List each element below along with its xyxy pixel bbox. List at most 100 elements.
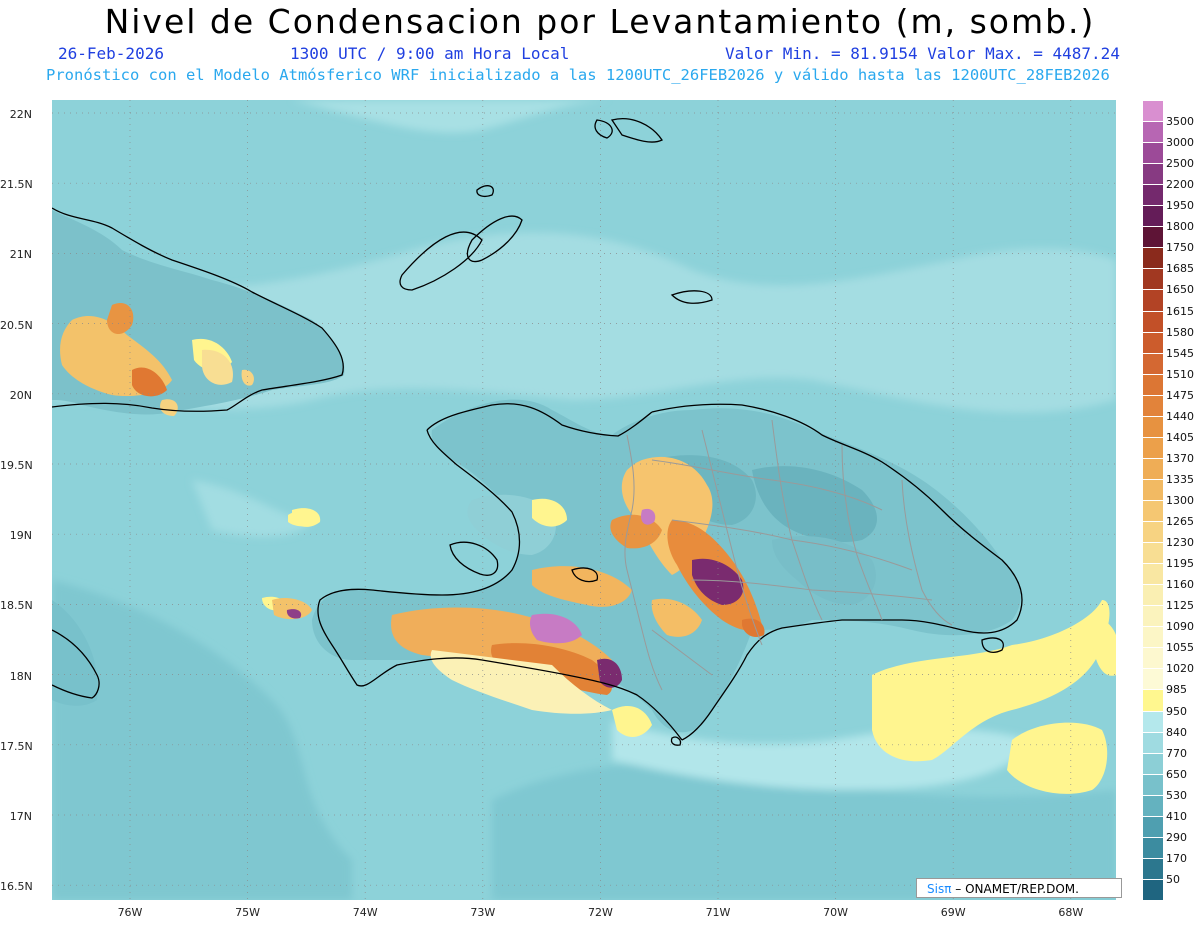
lat-label: 19.5N [0, 459, 33, 472]
colorbar-label: 1615 [1166, 304, 1194, 318]
colorbar-cell [1143, 479, 1163, 501]
colorbar-cell [1143, 437, 1163, 459]
coastlines [52, 118, 1023, 746]
colorbar-label: 1160 [1166, 578, 1194, 592]
colorbar-cell [1143, 185, 1163, 207]
saona-island [981, 637, 1004, 653]
colorbar-label: 1950 [1166, 199, 1194, 213]
colorbar-cell [1143, 374, 1163, 396]
colorbar-cell [1143, 543, 1163, 565]
colorbar-label: 1055 [1166, 641, 1194, 655]
colorbar-label: 1685 [1166, 262, 1194, 276]
colorbar-label: 3500 [1166, 115, 1194, 129]
colorbar-label: 170 [1166, 851, 1187, 865]
colorbar-label: 950 [1166, 704, 1187, 718]
lon-label: 73W [470, 906, 496, 919]
tortuga-island [571, 567, 599, 583]
colorbar [1143, 101, 1163, 901]
chart-title: Nivel de Condensacion por Levantamiento … [104, 2, 1096, 41]
colorbar-cell [1143, 248, 1163, 270]
colorbar-cell [1143, 816, 1163, 838]
colorbar-cell [1143, 206, 1163, 228]
colorbar-label: 770 [1166, 746, 1187, 760]
colorbar-cell [1143, 648, 1163, 670]
colorbar-label: 530 [1166, 788, 1187, 802]
colorbar-label: 1800 [1166, 220, 1194, 234]
colorbar-cell [1143, 690, 1163, 712]
map-grid [52, 100, 1116, 900]
colorbar-label: 1405 [1166, 430, 1194, 444]
lat-label: 22N [9, 108, 32, 121]
colorbar-cell [1143, 332, 1163, 354]
colorbar-cell [1143, 458, 1163, 480]
gonave-island [449, 541, 499, 576]
colorbar-cell [1143, 311, 1163, 333]
colorbar-cell [1143, 122, 1163, 144]
credit-box: Sisπ – ONAMET/REP.DOM. [916, 878, 1122, 898]
colorbar-cell [1143, 564, 1163, 586]
lat-label: 20.5N [0, 318, 33, 332]
colorbar-cell [1143, 879, 1163, 901]
colorbar-cell [1143, 711, 1163, 733]
colorbar-label: 1580 [1166, 325, 1194, 339]
colorbar-label: 840 [1166, 725, 1187, 739]
colorbar-label: 2200 [1166, 178, 1194, 192]
min-max-label: Valor Min. = 81.9154 Valor Max. = 4487.2… [725, 44, 1120, 63]
colorbar-cell [1143, 395, 1163, 417]
colorbar-label: 50 [1166, 872, 1180, 886]
time-label: 1300 UTC / 9:00 am Hora Local [290, 44, 570, 63]
colorbar-cell [1143, 585, 1163, 607]
colorbar-label: 1230 [1166, 536, 1194, 550]
colorbar-cell [1143, 753, 1163, 775]
lat-label: 21.5N [0, 178, 33, 192]
bahamas-1 [466, 215, 523, 263]
colorbar-cell [1143, 774, 1163, 796]
lat-label: 16.5N [0, 880, 33, 894]
lon-label: 68W [1058, 906, 1084, 919]
lon-label: 71W [705, 906, 731, 919]
bahamas-3 [670, 290, 713, 304]
colorbar-label: 1545 [1166, 346, 1194, 360]
hispaniola-south-coast [317, 429, 683, 741]
colorbar-label: 1440 [1166, 409, 1194, 423]
bahamas-5 [610, 118, 663, 143]
lon-label: 76W [117, 906, 143, 919]
model-note: Pronóstico con el Modelo Atmósferico WRF… [46, 66, 1110, 84]
colorbar-label: 1020 [1166, 662, 1194, 676]
cuba-coast [52, 207, 344, 412]
colorbar-cell [1143, 143, 1163, 165]
bahamas-6 [476, 185, 494, 197]
colorbar-label: 1370 [1166, 451, 1194, 465]
lon-label: 69W [940, 906, 966, 919]
colorbar-label: 1265 [1166, 515, 1194, 529]
date-label: 26-Feb-2026 [58, 44, 164, 63]
lon-label: 74W [352, 906, 378, 919]
lat-label: 18.5N [0, 599, 33, 613]
colorbar-cell [1143, 627, 1163, 649]
province-borders [624, 419, 953, 691]
lat-label: 18N [9, 669, 32, 683]
colorbar-label: 3000 [1166, 136, 1194, 150]
colorbar-cell [1143, 795, 1163, 817]
lcl-high-zones [272, 456, 765, 737]
bahamas-4 [594, 119, 613, 139]
colorbar-cell [1143, 501, 1163, 523]
colorbar-cell [1143, 416, 1163, 438]
colorbar-label: 985 [1166, 683, 1187, 697]
colorbar-label: 410 [1166, 809, 1187, 823]
dr-coast [651, 403, 1023, 741]
colorbar-label: 1475 [1166, 388, 1194, 402]
credit-sis: Sisπ [927, 882, 952, 896]
colorbar-cell [1143, 606, 1163, 628]
haiti-north-coast [426, 403, 653, 437]
colorbar-label: 1650 [1166, 283, 1194, 297]
lon-label: 70W [823, 906, 849, 919]
lat-label: 17.5N [0, 739, 33, 753]
colorbar-cell [1143, 164, 1163, 186]
colorbar-label: 1195 [1166, 557, 1194, 571]
colorbar-cell [1143, 227, 1163, 249]
colorbar-cell [1143, 353, 1163, 375]
colorbar-cell [1143, 669, 1163, 691]
bahamas-2 [399, 231, 483, 291]
colorbar-label: 1510 [1166, 367, 1194, 381]
